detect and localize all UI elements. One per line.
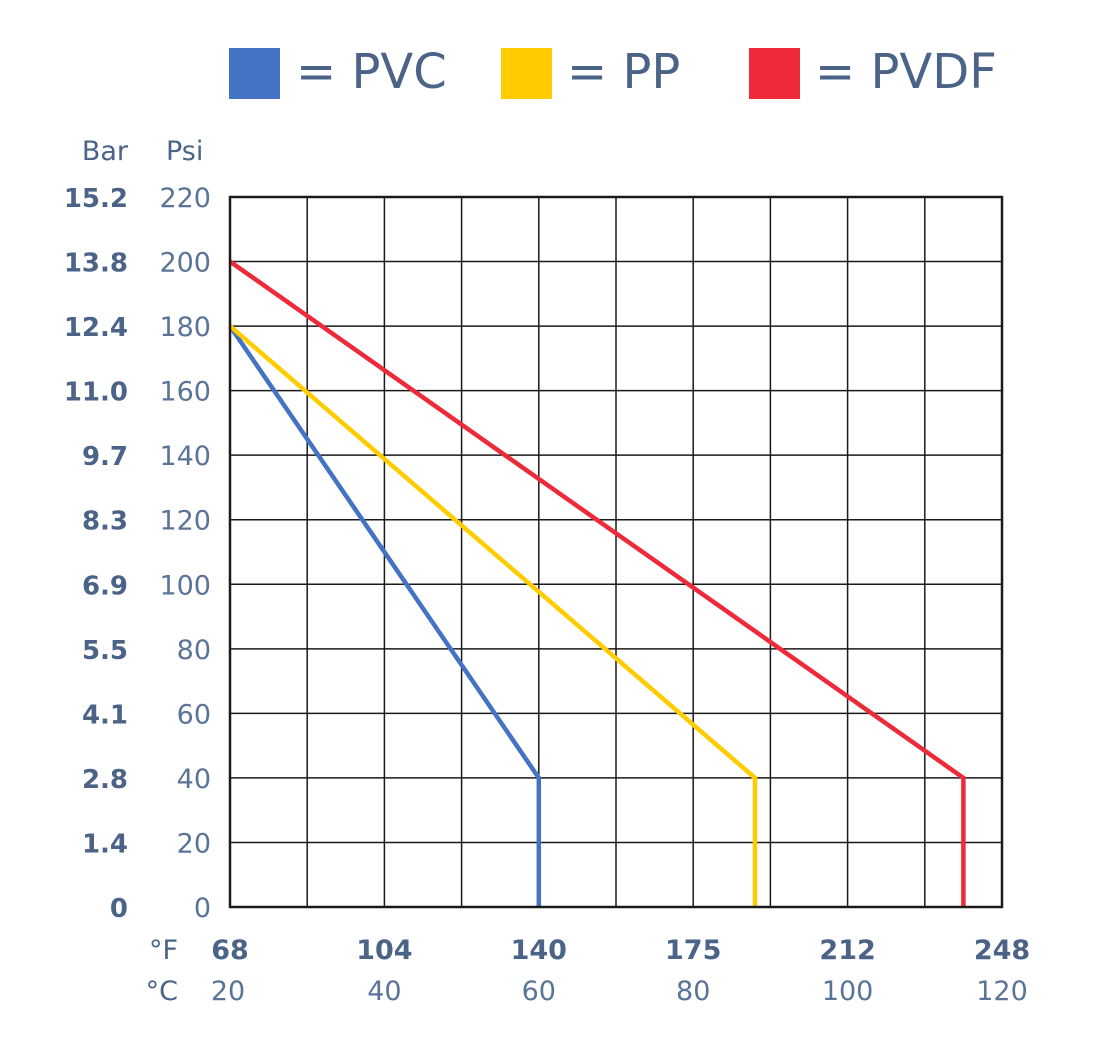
fahrenheit-tick-label: 248 <box>974 935 1030 966</box>
fahrenheit-tick-label: 212 <box>819 935 875 966</box>
x-axis-title-fahrenheit: °F <box>149 935 178 966</box>
bar-tick-label: 13.8 <box>64 249 128 279</box>
bar-tick-label: 15.2 <box>64 184 128 214</box>
series-line-pvdf <box>228 259 966 907</box>
psi-tick-label: 20 <box>177 828 211 859</box>
series-line-pvc <box>228 324 542 907</box>
celsius-tick-label: 60 <box>522 976 556 1007</box>
bar-tick-label: 9.7 <box>82 442 128 472</box>
fahrenheit-tick-label: 140 <box>511 935 567 966</box>
legend-label-pvc: = PVC <box>296 44 447 100</box>
bar-tick-label: 2.8 <box>82 765 128 795</box>
celsius-tick-label: 120 <box>976 976 1028 1007</box>
bar-tick-label: 4.1 <box>82 700 128 730</box>
psi-tick-label: 140 <box>159 441 211 472</box>
fahrenheit-tick-label: 68 <box>211 935 249 966</box>
legend-label-pvdf: = PVDF <box>815 44 997 100</box>
psi-tick-label: 160 <box>159 377 211 408</box>
celsius-tick-label: 40 <box>367 976 401 1007</box>
celsius-tick-label: 20 <box>211 976 245 1007</box>
y-axis-labels: Bar Psi 0 20 40 60 80 100 120 140 160 180 200 220 0 1.4… <box>64 136 211 924</box>
series-line-pp <box>228 324 758 907</box>
bar-tick-label: 8.3 <box>82 507 128 537</box>
bar-tick-label: 5.5 <box>82 636 128 666</box>
bar-tick-label: 1.4 <box>82 829 128 859</box>
psi-tick-label: 40 <box>177 764 211 795</box>
psi-tick-label: 80 <box>177 635 211 666</box>
fahrenheit-tick-label: 175 <box>665 935 721 966</box>
bar-tick-label: 6.9 <box>82 571 128 601</box>
y-axis-title-psi: Psi <box>166 136 203 167</box>
psi-tick-label: 120 <box>159 506 211 537</box>
psi-tick-label: 200 <box>159 248 211 279</box>
x-axis-title-celsius: °C <box>146 976 178 1007</box>
bar-tick-label: 0 <box>110 894 128 924</box>
psi-tick-label: 0 <box>194 893 211 924</box>
y-axis-title-bar: Bar <box>82 136 129 167</box>
x-axis-labels: °F °C 20 40 60 80 100 120 68 104 140 175 212 248 <box>146 935 1031 1007</box>
chart-legend: = PVC = PP = PVDF <box>229 44 997 100</box>
psi-tick-label: 220 <box>159 183 211 214</box>
legend-label-pp: = PP <box>567 44 680 100</box>
psi-tick-label: 180 <box>159 312 211 343</box>
fahrenheit-tick-label: 104 <box>356 935 412 966</box>
celsius-tick-label: 100 <box>822 976 874 1007</box>
psi-tick-label: 100 <box>159 570 211 601</box>
legend-swatch-pp <box>501 48 552 99</box>
chart-grid <box>230 197 1002 907</box>
chart-series <box>228 259 966 907</box>
legend-swatch-pvc <box>229 48 280 99</box>
psi-tick-label: 60 <box>177 699 211 730</box>
legend-swatch-pvdf <box>749 48 800 99</box>
plot-border <box>228 195 1004 909</box>
bar-tick-label: 11.0 <box>64 378 128 408</box>
celsius-tick-label: 80 <box>676 976 710 1007</box>
bar-tick-label: 12.4 <box>64 313 128 343</box>
